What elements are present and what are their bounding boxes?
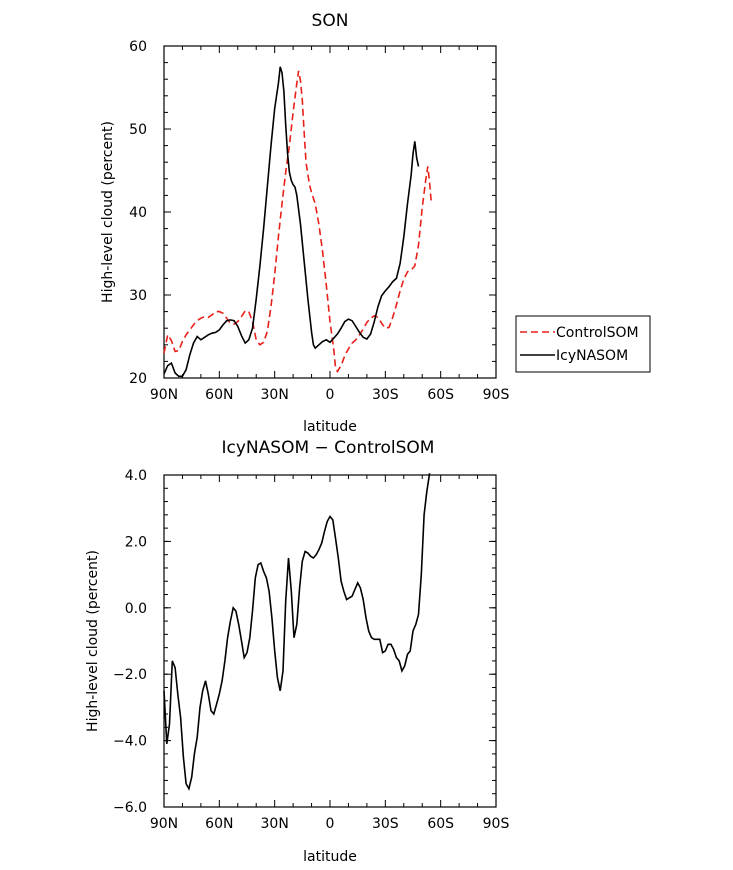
y-tick-label: 4.0 [125,468,147,484]
top-x-axis-title: latitude [303,419,357,435]
y-tick-label: 60 [129,39,147,55]
bottom-panel: IcyNASOM − ControlSOM 90N 60N 30N 0 30S 60S 90… [85,438,509,865]
x-tick-label: 0 [326,387,335,403]
y-tick-label: −2.0 [113,667,147,683]
top-y-axis-title: High-level cloud (percent) [100,121,116,303]
x-tick-label: 90N [150,816,178,832]
x-tick-label: 60N [205,816,233,832]
y-tick-label: 0.0 [125,601,147,617]
icy-nasom-line [163,66,420,378]
y-tick-label: 30 [129,288,147,304]
difference-line [163,473,431,791]
y-tick-label: −6.0 [113,800,147,816]
x-tick-label: 30S [372,387,399,403]
x-tick-label: 30N [261,387,289,403]
y-tick-label: 2.0 [125,534,147,550]
top-y-axis-ticks: 20 30 40 50 60 [129,39,496,387]
x-tick-label: 30N [261,816,289,832]
top-panel: SON 90N 60N 30N 0 30S 60S 90S 20 30 40 50 60 latit… [100,11,651,435]
legend-label-control-som: ControlSOM [556,325,639,341]
y-tick-label: −4.0 [113,734,147,750]
bottom-x-axis-ticks: 90N 60N 30N 0 30S 60S 90S [150,475,510,832]
y-tick-label: 50 [129,122,147,138]
top-plot-area [163,66,433,378]
legend: ControlSOM IcyNASOM [515,315,651,373]
top-chart-title: SON [312,11,349,31]
top-x-axis-ticks: 90N 60N 30N 0 30S 60S 90S [150,46,510,403]
y-tick-label: 20 [129,371,147,387]
x-tick-label: 0 [326,816,335,832]
legend-box [515,315,651,373]
bottom-x-axis-title: latitude [303,849,357,865]
y-tick-label: 40 [129,205,147,221]
top-plot-frame [163,45,497,379]
x-tick-label: 90N [150,387,178,403]
bottom-plot-area [163,473,431,791]
control-som-line [163,70,433,374]
x-tick-label: 60S [427,816,454,832]
bottom-plot-frame [163,474,497,808]
x-tick-label: 90S [483,816,510,832]
legend-label-icy-nasom: IcyNASOM [556,348,628,364]
bottom-chart-title: IcyNASOM − ControlSOM [222,438,435,458]
x-tick-label: 60N [205,387,233,403]
x-tick-label: 90S [483,387,510,403]
bottom-y-axis-title: High-level cloud (percent) [85,550,101,732]
x-tick-label: 30S [372,816,399,832]
x-tick-label: 60S [427,387,454,403]
bottom-y-axis-ticks: −6.0 −4.0 −2.0 0.0 2.0 4.0 [113,468,496,816]
